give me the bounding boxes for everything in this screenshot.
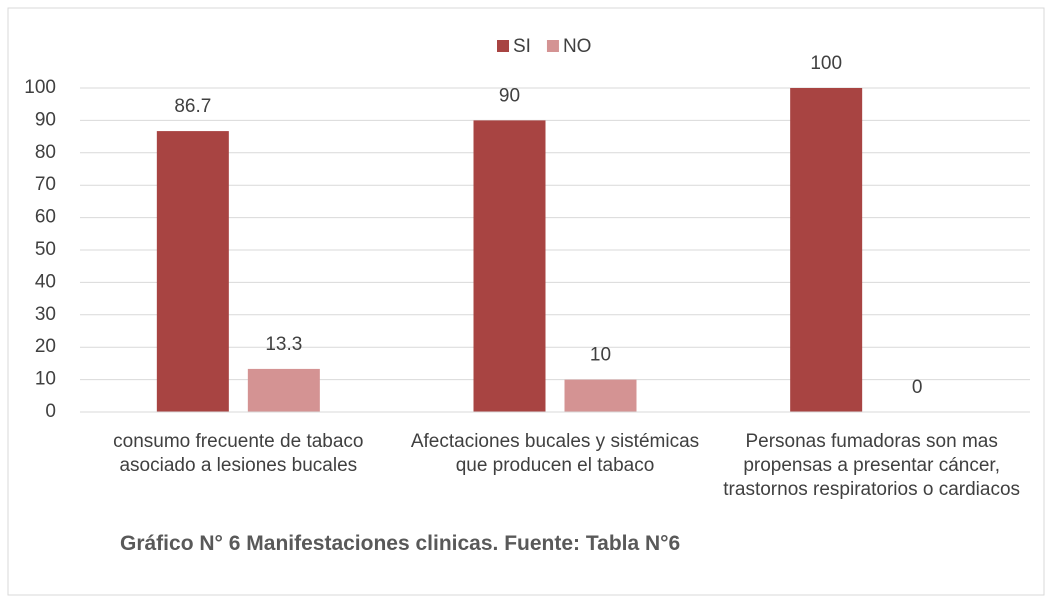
value-label: 10: [590, 345, 611, 366]
y-tick-label: 90: [35, 109, 56, 130]
y-tick-label: 30: [35, 304, 56, 325]
chart-title: Gráfico N° 6 Manifestaciones clinicas. F…: [120, 532, 681, 555]
bar: [473, 120, 546, 413]
legend-swatch: [546, 40, 559, 52]
value-label: 100: [810, 53, 842, 74]
value-label: 0: [912, 377, 923, 398]
y-tick-label: 20: [35, 336, 56, 357]
value-label: 13.3: [265, 334, 302, 355]
bar: [790, 88, 863, 412]
legend-label: SI: [513, 36, 531, 57]
y-tick-label: 10: [35, 369, 56, 390]
y-tick-label: 50: [35, 239, 56, 260]
x-tick-label: Afectaciones bucales y sistémicas que pr…: [410, 431, 700, 476]
y-tick-label: 40: [35, 271, 56, 292]
x-tick-label: Personas fumadoras son mas propensas a p…: [723, 431, 1021, 500]
y-tick-label: 100: [24, 77, 56, 98]
bar: [156, 131, 229, 413]
bar: [247, 368, 320, 412]
x-tick-label: consumo frecuente de tabaco asociado a l…: [113, 431, 364, 476]
value-label: 90: [499, 85, 520, 106]
y-tick-label: 70: [35, 174, 56, 195]
value-label: 86.7: [174, 96, 211, 117]
bar: [564, 379, 637, 412]
y-tick-label: 80: [35, 142, 56, 163]
y-tick-label: 60: [35, 207, 56, 228]
y-tick-label: 0: [45, 401, 56, 422]
legend-swatch: [497, 40, 509, 52]
legend-label: NO: [563, 36, 592, 57]
